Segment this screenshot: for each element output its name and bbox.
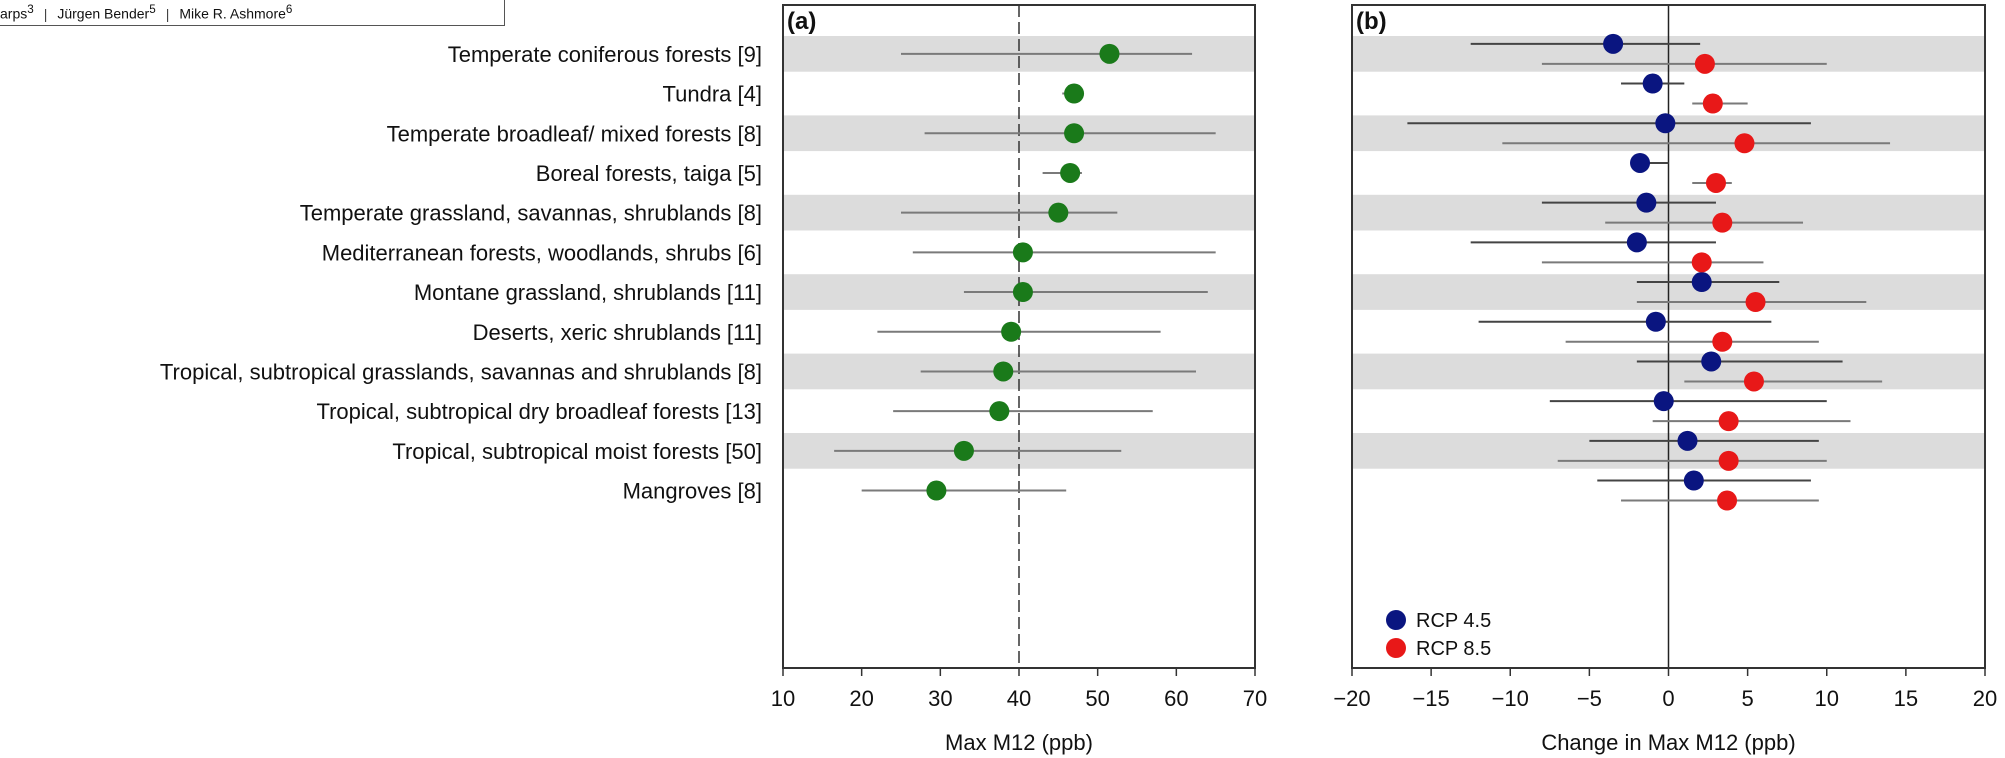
data-point bbox=[1677, 430, 1698, 451]
x-tick-label: 15 bbox=[1894, 686, 1918, 711]
data-point bbox=[1655, 113, 1676, 134]
author-separator: | bbox=[43, 5, 48, 22]
category-label: Tropical, subtropical dry broadleaf fore… bbox=[316, 399, 762, 424]
x-tick-label: 20 bbox=[1973, 686, 1997, 711]
data-point bbox=[1712, 331, 1733, 352]
x-tick-label: 20 bbox=[849, 686, 873, 711]
data-point bbox=[1718, 411, 1739, 432]
category-label: Deserts, xeric shrublands [11] bbox=[473, 320, 762, 345]
panel-label: (a) bbox=[787, 8, 816, 35]
author-name: Mike R. Ashmore bbox=[179, 5, 286, 22]
x-tick-label: −5 bbox=[1577, 686, 1602, 711]
author-affiliation: 3 bbox=[27, 3, 34, 16]
data-point bbox=[1603, 33, 1624, 54]
category-label: Tropical, subtropical moist forests [50] bbox=[392, 439, 762, 464]
panel-label: (b) bbox=[1356, 8, 1387, 35]
x-tick-label: −20 bbox=[1333, 686, 1370, 711]
data-point bbox=[1705, 172, 1726, 193]
data-point bbox=[1734, 133, 1755, 154]
x-axis-label: Change in Max M12 (ppb) bbox=[1541, 730, 1795, 755]
legend-marker bbox=[1386, 610, 1406, 630]
category-label: Tundra [4] bbox=[663, 82, 762, 107]
data-point bbox=[1012, 282, 1033, 303]
data-point bbox=[1653, 391, 1674, 412]
data-point bbox=[1743, 371, 1764, 392]
data-point bbox=[1702, 93, 1723, 114]
data-point bbox=[953, 440, 974, 461]
author-separator: | bbox=[165, 5, 170, 22]
data-point bbox=[1630, 152, 1651, 173]
data-point bbox=[1060, 162, 1081, 183]
data-point bbox=[1099, 43, 1120, 64]
author-affiliation: 5 bbox=[149, 3, 156, 16]
data-point bbox=[1712, 212, 1733, 233]
legend-marker bbox=[1386, 638, 1406, 658]
x-tick-label: −15 bbox=[1412, 686, 1449, 711]
x-tick-label: 5 bbox=[1742, 686, 1754, 711]
category-label: Temperate grassland, savannas, shrubland… bbox=[300, 201, 762, 226]
data-point bbox=[1642, 73, 1663, 94]
author-strip: arps3 | Jürgen Bender5 | Mike R. Ashmore6 bbox=[0, 0, 505, 26]
data-point bbox=[1001, 321, 1022, 342]
data-point bbox=[1691, 252, 1712, 273]
x-tick-label: 50 bbox=[1085, 686, 1109, 711]
data-point bbox=[1064, 83, 1085, 104]
category-label: Tropical, subtropical grasslands, savann… bbox=[160, 359, 762, 384]
author-name: arps bbox=[0, 5, 28, 22]
x-tick-label: 0 bbox=[1662, 686, 1674, 711]
data-point bbox=[989, 401, 1010, 422]
data-point bbox=[926, 480, 947, 501]
category-label: Boreal forests, taiga [5] bbox=[536, 161, 762, 186]
data-point bbox=[1691, 272, 1712, 293]
data-point bbox=[993, 361, 1014, 382]
data-point bbox=[1645, 311, 1666, 332]
author-affiliation: 6 bbox=[285, 3, 293, 16]
data-point bbox=[1626, 232, 1647, 253]
legend-label: RCP 8.5 bbox=[1416, 638, 1491, 660]
data-point bbox=[1718, 450, 1739, 471]
x-tick-label: 70 bbox=[1243, 686, 1267, 711]
author-name: Jürgen Bender bbox=[57, 5, 150, 22]
category-label: Montane grassland, shrublands [11] bbox=[414, 280, 762, 305]
x-tick-label: 40 bbox=[1007, 686, 1031, 711]
data-point bbox=[1683, 470, 1704, 491]
data-point bbox=[1636, 192, 1657, 213]
data-point bbox=[1745, 292, 1766, 313]
category-label: Mangroves [8] bbox=[623, 479, 762, 504]
x-tick-label: 60 bbox=[1164, 686, 1188, 711]
data-point bbox=[1064, 123, 1085, 144]
legend-label: RCP 4.5 bbox=[1416, 610, 1491, 632]
data-point bbox=[1701, 351, 1722, 372]
data-point bbox=[1694, 53, 1715, 74]
x-tick-label: 10 bbox=[1815, 686, 1839, 711]
x-tick-label: −10 bbox=[1492, 686, 1529, 711]
x-tick-label: 30 bbox=[928, 686, 952, 711]
data-point bbox=[1048, 202, 1069, 223]
x-axis-label: Max M12 (ppb) bbox=[945, 730, 1093, 755]
data-point bbox=[1012, 242, 1033, 263]
category-label: Temperate coniferous forests [9] bbox=[448, 42, 762, 67]
category-label: Mediterranean forests, woodlands, shrubs… bbox=[322, 240, 762, 265]
data-point bbox=[1717, 490, 1738, 511]
category-label: Temperate broadleaf/ mixed forests [8] bbox=[387, 121, 762, 146]
x-tick-label: 10 bbox=[771, 686, 795, 711]
